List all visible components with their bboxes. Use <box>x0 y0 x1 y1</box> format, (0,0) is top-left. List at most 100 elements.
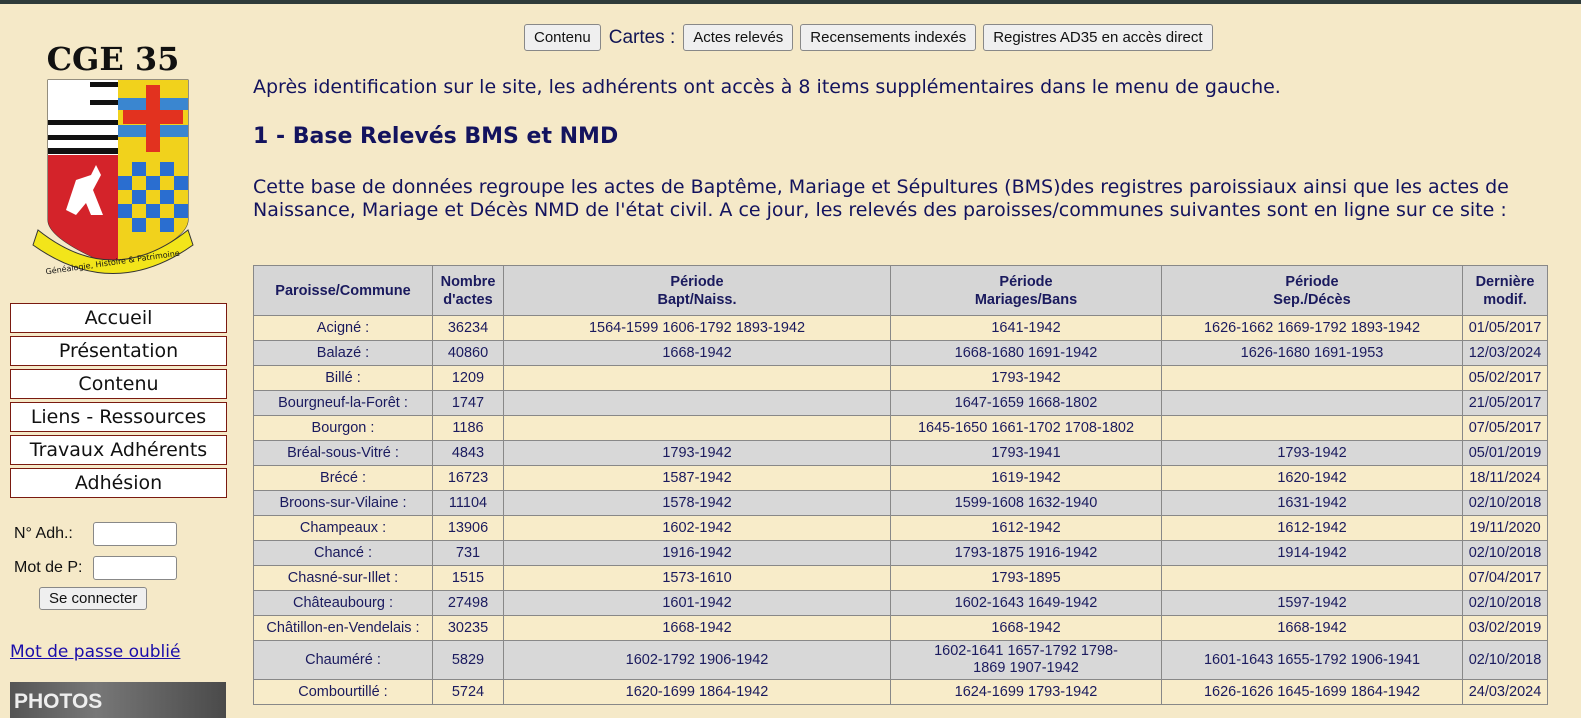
cge35-logo: CGE 35 Généalogie, Histoire & Patrimoine <box>32 40 194 276</box>
top-nav: Contenu Cartes : Actes relevés Recenseme… <box>524 24 1213 51</box>
table-cell: 1601-1643 1655-1792 1906-1941 <box>1161 640 1463 680</box>
menu-travaux-adherents[interactable]: Travaux Adhérents <box>10 435 227 465</box>
table-row: Chauméré :5829 1602-1792 1906-1942 1602-16… <box>253 640 1548 680</box>
table-cell: 4843 <box>432 440 504 466</box>
table-cell: 1209 <box>432 365 504 391</box>
table-cell: 36234 <box>432 315 504 341</box>
table-cell: 07/04/2017 <box>1462 565 1548 591</box>
table-row: Bréal-sous-Vitré :4843 1793-1942 1793-1941… <box>253 440 1548 466</box>
table-cell <box>503 390 891 416</box>
table-row: Châtillon-en-Vendelais :30235 1668-1942 16… <box>253 615 1548 641</box>
table-cell: 1601-1942 <box>503 590 891 616</box>
table-cell: 1793-1942 <box>890 365 1162 391</box>
table-cell: 1747 <box>432 390 504 416</box>
table-cell: 1578-1942 <box>503 490 891 516</box>
table-cell <box>503 365 891 391</box>
table-cell: 1620-1942 <box>1161 465 1463 491</box>
member-number-label: N° Adh.: <box>14 525 73 542</box>
registres-ad35-button[interactable]: Registres AD35 en accès direct <box>983 24 1213 51</box>
menu-accueil[interactable]: Accueil <box>10 303 227 333</box>
intro-text: Après identification sur le site, les ad… <box>253 76 1281 98</box>
table-row: Combourtillé :5724 1620-1699 1864-1942 162… <box>253 679 1548 705</box>
menu-presentation[interactable]: Présentation <box>10 336 227 366</box>
table-row: Brécé :16723 1587-1942 1619-1942 1620-1942 1… <box>253 465 1548 491</box>
member-number-input[interactable] <box>93 522 177 546</box>
table-cell: Bourgon : <box>253 415 433 441</box>
menu-adhesion[interactable]: Adhésion <box>10 468 227 498</box>
password-label: Mot de P: <box>14 559 83 576</box>
table-cell: 1647-1659 1668-1802 <box>890 390 1162 416</box>
header-text: Dernière <box>1475 273 1535 290</box>
table-row: Balazé :40860 1668-1942 1668-1680 1691-194… <box>253 340 1548 366</box>
table-row: Broons-sur-Vilaine :11104 1578-1942 1599-1… <box>253 490 1548 516</box>
column-header: Période Bapt/Naiss. <box>503 265 891 316</box>
table-cell: 1668-1942 <box>503 615 891 641</box>
svg-text:CGE 35: CGE 35 <box>47 40 180 78</box>
table-cell: 1793-1941 <box>890 440 1162 466</box>
table-cell: 1668-1942 <box>890 615 1162 641</box>
table-cell: 02/10/2018 <box>1462 490 1548 516</box>
description-text: Cette base de données regroupe les actes… <box>253 176 1509 221</box>
table-cell: 1602-1641 1657-1792 1798-1869 1907-1942 <box>890 640 1162 680</box>
login-button[interactable]: Se connecter <box>39 587 148 610</box>
table-cell: 1602-1643 1649-1942 <box>890 590 1162 616</box>
recensements-button[interactable]: Recensements indexés <box>800 24 977 51</box>
forgot-password-link[interactable]: Mot de passe oublié <box>10 642 181 662</box>
table-cell: 01/05/2017 <box>1462 315 1548 341</box>
table-cell: 1619-1942 <box>890 465 1162 491</box>
header-text: Mariages/Bans <box>974 291 1078 308</box>
table-cell: 1645-1650 1661-1702 1708-1802 <box>890 415 1162 441</box>
table-cell: 1626-1626 1645-1699 1864-1942 <box>1161 679 1463 705</box>
table-cell: Chasné-sur-Illet : <box>253 565 433 591</box>
table-cell: Combourtillé : <box>253 679 433 705</box>
table-cell: 1573-1610 <box>503 565 891 591</box>
column-header: Période Sep./Décès <box>1161 265 1463 316</box>
table-cell: 1186 <box>432 415 504 441</box>
header-text: Période <box>670 273 724 290</box>
table-cell: 05/01/2019 <box>1462 440 1548 466</box>
header-text: Nombre <box>440 273 496 290</box>
header-text: d'actes <box>443 291 493 308</box>
menu-contenu[interactable]: Contenu <box>10 369 227 399</box>
header-text: Période <box>999 273 1053 290</box>
table-row: Acigné :36234 1564-1599 1606-1792 1893-19… <box>253 315 1548 341</box>
table-row: Champeaux :13906 1602-1942 1612-1942 1612-1… <box>253 515 1548 541</box>
table-cell: 05/02/2017 <box>1462 365 1548 391</box>
table-cell: Bréal-sous-Vitré : <box>253 440 433 466</box>
header-text: Sep./Décès <box>1273 291 1351 308</box>
table-cell: 1626-1662 1669-1792 1893-1942 <box>1161 315 1463 341</box>
table-cell <box>1161 415 1463 441</box>
table-cell: 1793-1942 <box>503 440 891 466</box>
table-cell: 1916-1942 <box>503 540 891 566</box>
table-cell: 07/05/2017 <box>1462 415 1548 441</box>
table-cell <box>1161 390 1463 416</box>
table-cell: 1793-1895 <box>890 565 1162 591</box>
photos-anciennes-banner[interactable]: PHOTOS ANCIENNES <box>10 682 226 718</box>
password-input[interactable] <box>93 556 177 580</box>
contenu-button[interactable]: Contenu <box>524 24 601 51</box>
table-cell: 1597-1942 <box>1161 590 1463 616</box>
table-cell: Chancé : <box>253 540 433 566</box>
table-cell: 1626-1680 1691-1953 <box>1161 340 1463 366</box>
sidebar-menu: Accueil Présentation Contenu Liens - Res… <box>10 303 227 501</box>
table-cell: Champeaux : <box>253 515 433 541</box>
header-text: modif. <box>1483 291 1527 308</box>
menu-liens-ressources[interactable]: Liens - Ressources <box>10 402 227 432</box>
table-cell: 1564-1599 1606-1792 1893-1942 <box>503 315 891 341</box>
section-heading: 1 - Base Relevés BMS et NMD <box>253 124 619 149</box>
table-cell: 16723 <box>432 465 504 491</box>
column-header: Nombre d'actes <box>432 265 504 316</box>
cartes-label: Cartes : <box>608 26 676 48</box>
table-cell: 1641-1942 <box>890 315 1162 341</box>
table-cell: 1602-1942 <box>503 515 891 541</box>
table-cell: 1515 <box>432 565 504 591</box>
table-cell: 21/05/2017 <box>1462 390 1548 416</box>
table-cell: 5724 <box>432 679 504 705</box>
table-cell: Broons-sur-Vilaine : <box>253 490 433 516</box>
table-cell: 1602-1792 1906-1942 <box>503 640 891 680</box>
table-row: Bourgon :1186 1645-1650 1661-1702 1708-18… <box>253 415 1548 441</box>
table-cell: Brécé : <box>253 465 433 491</box>
table-cell: 1914-1942 <box>1161 540 1463 566</box>
table-cell <box>1161 365 1463 391</box>
actes-releves-button[interactable]: Actes relevés <box>683 24 794 51</box>
